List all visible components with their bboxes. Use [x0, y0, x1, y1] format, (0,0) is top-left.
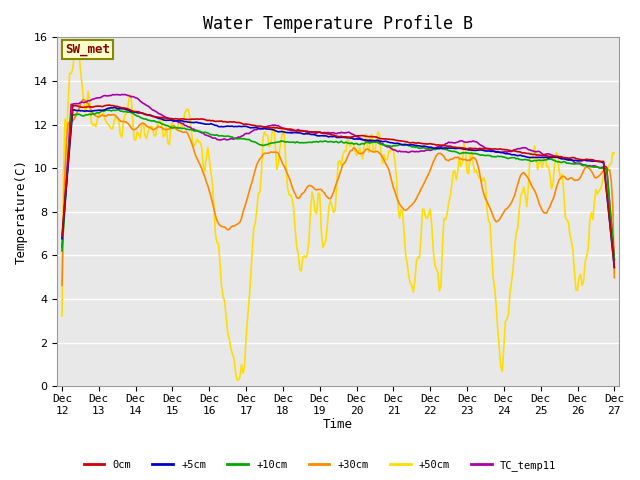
X-axis label: Time: Time [323, 419, 353, 432]
Legend: 0cm, +5cm, +10cm, +30cm, +50cm, TC_temp11: 0cm, +5cm, +10cm, +30cm, +50cm, TC_temp1… [79, 456, 561, 475]
Title: Water Temperature Profile B: Water Temperature Profile B [203, 15, 473, 33]
Text: SW_met: SW_met [65, 43, 110, 56]
Y-axis label: Temperature(C): Temperature(C) [15, 159, 28, 264]
